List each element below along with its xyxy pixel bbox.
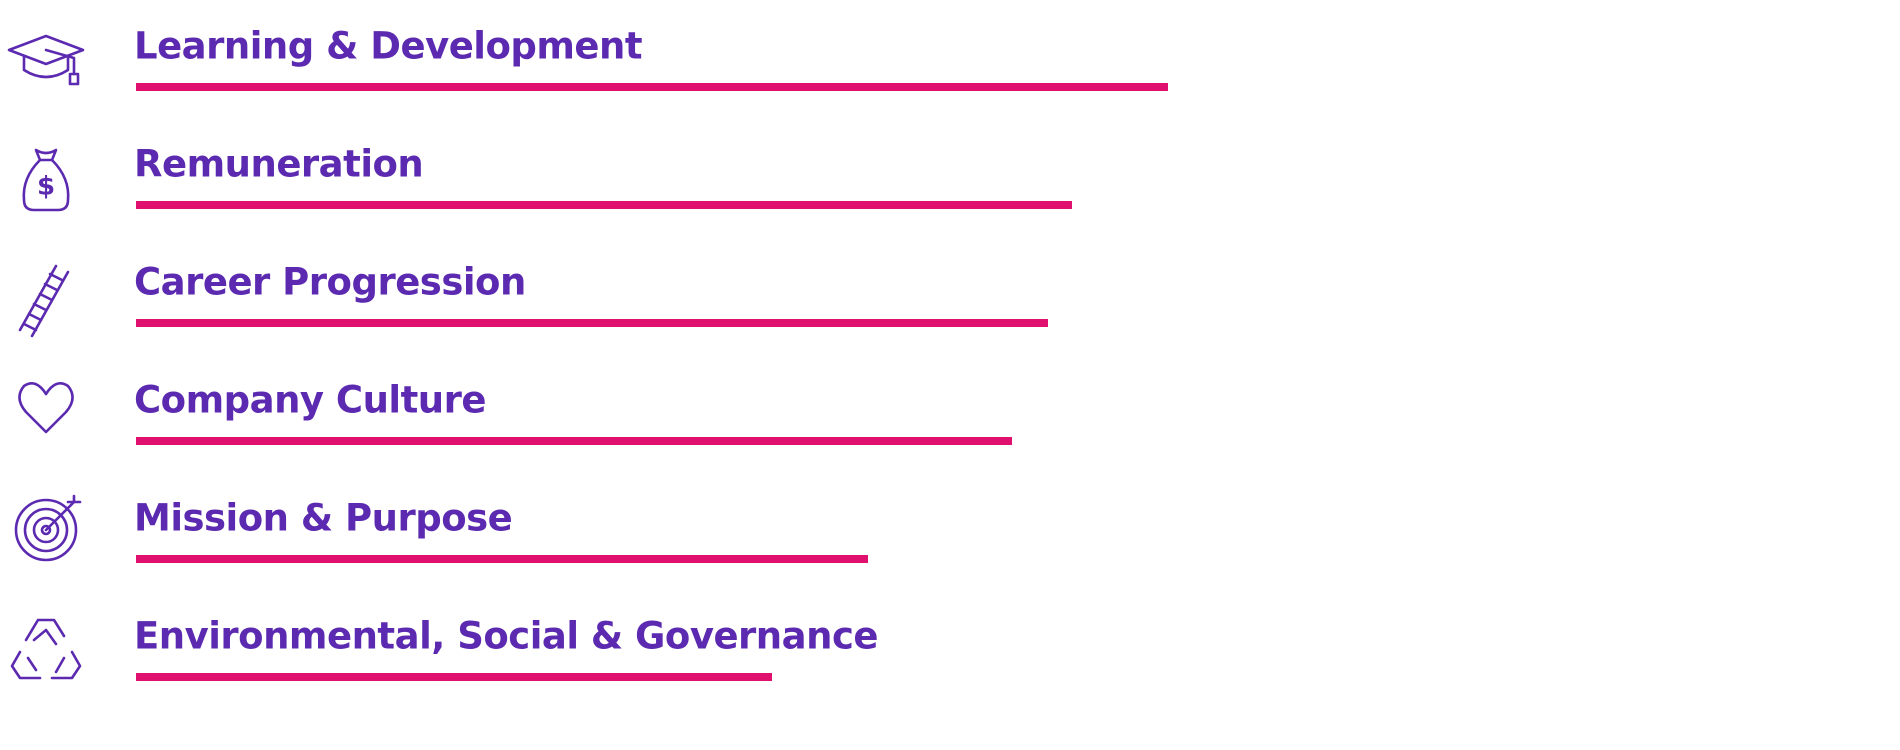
icon-money-bag: $ [22,148,70,212]
icon-graduation-cap [7,34,85,86]
category-label: Environmental, Social & Governance [134,615,878,658]
bar [136,673,772,681]
bar [136,319,1048,327]
svg-text:$: $ [37,172,55,202]
bar [136,555,868,563]
category-label: Career Progression [134,261,526,304]
icon-heart [18,382,74,434]
icon-ladder [18,264,70,338]
icon-recycle [10,618,82,680]
bar [136,201,1072,209]
category-label: Learning & Development [134,25,642,68]
category-label: Company Culture [134,379,486,422]
category-label: Remuneration [134,143,423,186]
category-label: Mission & Purpose [134,497,512,540]
bar [136,437,1012,445]
icon-target [14,494,82,562]
bar [136,83,1168,91]
